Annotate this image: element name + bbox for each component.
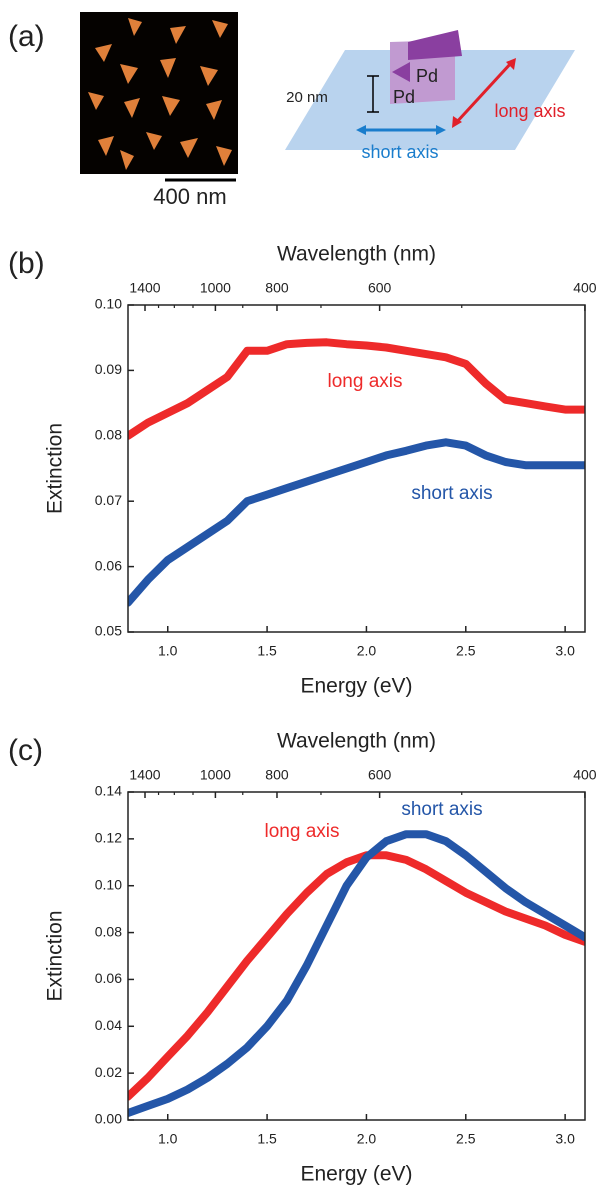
- series-label: long axis: [265, 821, 340, 842]
- x2-tick-label: 600: [368, 280, 392, 296]
- pd-top: [408, 30, 462, 60]
- y-axis-title: Extinction: [44, 423, 67, 514]
- arrow-heads: [452, 58, 516, 128]
- x-tick-label: 1.0: [158, 643, 178, 659]
- y-tick-label: 0.10: [95, 296, 122, 312]
- panel-label: (b): [8, 247, 45, 280]
- series-label: long axis: [328, 371, 403, 392]
- long-axis-arrow: [453, 60, 514, 126]
- y-tick-label: 0.06: [95, 557, 122, 573]
- x-tick-label: 2.5: [456, 643, 476, 659]
- x-axis-title: Energy (eV): [300, 675, 412, 698]
- x-tick-label: 1.5: [257, 1131, 277, 1147]
- x2-tick-label: 1400: [129, 767, 160, 783]
- x2-tick-label: 1400: [129, 280, 160, 296]
- afm-particles: [88, 18, 232, 170]
- y-tick-label: 0.09: [95, 361, 122, 377]
- x-tick-label: 2.0: [357, 1131, 377, 1147]
- series-line: [128, 830, 585, 1117]
- series-line: [128, 438, 585, 607]
- x-tick-label: 2.0: [357, 643, 377, 659]
- height-label: 20 nm: [286, 89, 328, 106]
- x2-tick-label: 800: [265, 767, 289, 783]
- x-tick-label: 3.0: [555, 1131, 575, 1147]
- y-tick-label: 0.05: [95, 623, 122, 639]
- y-tick-label: 0.06: [95, 970, 122, 986]
- series-label: short axis: [411, 483, 492, 504]
- afm-image: [80, 12, 238, 174]
- panel-label: (a): [8, 20, 45, 53]
- y-axis-title: Extinction: [44, 910, 67, 1001]
- y-tick-label: 0.10: [95, 876, 122, 892]
- plot-frame: [127, 791, 586, 1121]
- x-tick-label: 1.5: [257, 643, 277, 659]
- series-line: [128, 851, 585, 1101]
- x2-tick-label: 600: [368, 767, 392, 783]
- series-line: [128, 338, 585, 440]
- x-tick-label: 3.0: [555, 643, 575, 659]
- y-tick-label: 0.08: [95, 923, 122, 939]
- pd-face: [392, 62, 410, 82]
- x2-tick-label: 1000: [200, 767, 231, 783]
- y-tick-label: 0.04: [95, 1017, 122, 1033]
- x-axis-title: Energy (eV): [300, 1163, 412, 1186]
- long-axis-label: long axis: [494, 101, 565, 121]
- height-bar: [367, 75, 379, 113]
- pd-label: Pd: [393, 87, 415, 107]
- y-tick-label: 0.07: [95, 492, 122, 508]
- scale-bar-label: 400 nm: [153, 184, 226, 209]
- y-tick-label: 0.12: [95, 830, 122, 846]
- x2-axis-title: Wavelength (nm): [277, 730, 436, 753]
- x2-tick-label: 400: [573, 767, 597, 783]
- plot-frame: [127, 304, 586, 633]
- y-tick-label: 0.00: [95, 1111, 122, 1127]
- panel-label: (c): [8, 734, 43, 767]
- arrow-heads: [356, 125, 446, 135]
- x-tick-label: 1.0: [158, 1131, 178, 1147]
- x-tick-label: 2.5: [456, 1131, 476, 1147]
- series-label: short axis: [401, 799, 482, 820]
- x2-tick-label: 800: [265, 280, 289, 296]
- y-tick-label: 0.02: [95, 1064, 122, 1080]
- short-axis-label: short axis: [361, 142, 438, 162]
- x2-tick-label: 1000: [200, 280, 231, 296]
- x2-tick-label: 400: [573, 280, 597, 296]
- pd-label: Pd: [416, 66, 438, 86]
- y-tick-label: 0.08: [95, 427, 122, 443]
- y-tick-label: 0.14: [95, 783, 122, 799]
- x2-axis-title: Wavelength (nm): [277, 243, 436, 266]
